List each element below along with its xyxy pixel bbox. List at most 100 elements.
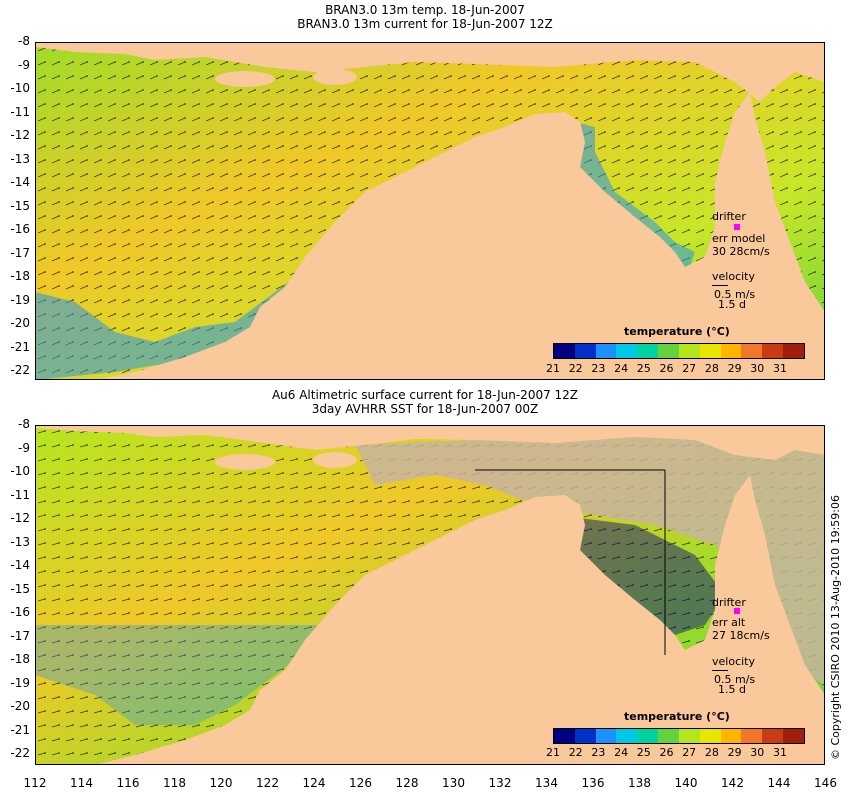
bottom-velocity-label: velocity — [712, 655, 755, 668]
top-lat-tick: -16 — [10, 222, 30, 236]
bottom-lat-tick: -18 — [10, 652, 30, 666]
top-colorbar-swatch — [783, 344, 804, 358]
top-colorbar-swatch — [678, 344, 700, 358]
lon-tick: 146 — [814, 776, 837, 790]
top-colorbar-swatch — [637, 344, 659, 358]
top-colorbar-tick: 24 — [614, 362, 629, 375]
bottom-colorbar — [553, 728, 805, 744]
bottom-lat-tick: -12 — [10, 511, 30, 525]
top-colorbar-tick: 23 — [591, 362, 606, 375]
lon-tick: 120 — [209, 776, 233, 790]
lon-tick: 144 — [767, 776, 791, 790]
bottom-lat-tick: -21 — [10, 722, 30, 737]
top-err-values: 30 28cm/s — [712, 245, 770, 258]
island-timor — [313, 69, 357, 85]
bottom-colorbar-swatch — [678, 729, 700, 743]
top-colorbar-swatch — [741, 344, 763, 358]
top-lat-tick: -21 — [10, 339, 30, 354]
lon-tick: 122 — [256, 776, 279, 790]
top-lat-tick: -8 — [18, 34, 30, 48]
lon-tick: 130 — [442, 776, 465, 790]
lon-tick: 128 — [395, 776, 419, 790]
bottom-colorbar-swatch — [699, 729, 721, 743]
bottom-map-frame — [35, 425, 825, 765]
bottom-colorbar-tick: 31 — [773, 746, 787, 759]
top-lat-tick: -19 — [10, 292, 30, 307]
bottom-lat-tick: -13 — [10, 534, 30, 549]
top-colorbar-tick: 25 — [636, 362, 651, 375]
bottom-drifter-label: drifter — [712, 596, 746, 609]
top-title-line1: BRAN3.0 13m temp. 18-Jun-2007 — [325, 3, 525, 17]
lon-tick: 114 — [70, 776, 93, 790]
top-colorbar-tick: 29 — [727, 362, 742, 375]
bottom-lat-tick: -15 — [10, 581, 30, 596]
bottom-lat-tick: -22 — [10, 746, 30, 760]
bottom-velocity-scale: 0.5 m/s — [714, 673, 756, 686]
bottom-lat-tick: -14 — [10, 558, 30, 572]
bottom-colorbar-swatch — [554, 729, 575, 743]
top-colorbar-title: temperature (°C) — [624, 325, 730, 338]
top-map-frame — [35, 42, 825, 380]
top-drifter-icon — [734, 224, 740, 230]
lon-tick: 124 — [302, 776, 326, 790]
bottom-colorbar-tick: 24 — [614, 746, 629, 759]
bottom-colorbar-swatch — [658, 729, 679, 743]
bottom-colorbar-tick: 25 — [636, 746, 651, 759]
top-colorbar-swatch — [658, 344, 679, 358]
bottom-colorbar-swatch — [741, 729, 763, 743]
bottom-colorbar-tick: 27 — [682, 746, 697, 759]
bottom-colorbar-tick: 22 — [568, 746, 583, 759]
bottom-colorbar-swatch — [762, 729, 784, 743]
bottom-lat-tick: -8 — [18, 417, 30, 431]
bottom-coastal-cool-water — [35, 625, 365, 725]
bottom-colorbar-swatch — [637, 729, 659, 743]
lon-tick: 118 — [163, 776, 186, 790]
top-colorbar-tick: 28 — [704, 362, 719, 375]
bottom-lat-tick: -9 — [18, 440, 30, 455]
bottom-colorbar-tick: 23 — [591, 746, 606, 759]
top-velocity-label: velocity — [712, 270, 755, 283]
lon-tick: 140 — [674, 776, 698, 790]
top-colorbar-tick: 22 — [568, 362, 583, 375]
top-lat-tick: -17 — [10, 245, 30, 260]
top-colorbar-swatch — [762, 344, 784, 358]
top-colorbar-tick: 26 — [659, 362, 674, 375]
bottom-drifter-icon — [734, 608, 740, 614]
top-lat-tick: -12 — [10, 128, 30, 142]
bottom-err-label: err alt — [712, 616, 746, 629]
top-colorbar-swatch — [616, 344, 638, 358]
top-lat-tick: -9 — [18, 57, 30, 72]
bottom-title-line2: 3day AVHRR SST for 18-Jun-2007 00Z — [311, 402, 539, 416]
lon-tick: 134 — [535, 776, 558, 790]
bottom-velocity-time: 1.5 d — [718, 683, 746, 696]
top-colorbar-swatch — [554, 344, 575, 358]
bottom-velocity-arrow-icon — [712, 670, 728, 671]
top-colorbar-tick: 21 — [546, 362, 560, 375]
bottom-lat-tick: -10 — [10, 464, 30, 478]
top-colorbar-swatch — [699, 344, 721, 358]
top-colorbar-tick: 30 — [750, 362, 765, 375]
bottom-colorbar-tick: 28 — [704, 746, 719, 759]
lon-tick: 112 — [23, 776, 47, 790]
island-timor-bottom — [313, 452, 357, 468]
top-lat-tick: -14 — [10, 175, 30, 189]
lon-tick: 116 — [116, 776, 140, 790]
top-velocity-scale: 0.5 m/s — [714, 288, 756, 301]
bottom-lat-tick: -11 — [10, 487, 30, 502]
bottom-colorbar-swatch — [616, 729, 638, 743]
top-velocity-arrow-icon — [712, 285, 728, 286]
top-colorbar-swatch — [720, 344, 742, 358]
top-colorbar-swatch — [595, 344, 617, 358]
lon-tick: 132 — [488, 776, 512, 790]
bottom-colorbar-title: temperature (°C) — [624, 710, 730, 723]
top-colorbar-tick: 31 — [773, 362, 787, 375]
top-velocity-time: 1.5 d — [718, 298, 746, 311]
cloud-cover — [355, 430, 825, 685]
bottom-lat-tick: -20 — [10, 699, 30, 713]
bottom-colorbar-swatch — [574, 729, 596, 743]
top-title-line2: BRAN3.0 13m current for 18-Jun-2007 12Z — [297, 17, 553, 31]
lon-tick: 126 — [349, 776, 372, 790]
top-lat-tick: -10 — [10, 81, 30, 95]
lon-tick: 142 — [721, 776, 744, 790]
bottom-colorbar-tick: 30 — [750, 746, 765, 759]
